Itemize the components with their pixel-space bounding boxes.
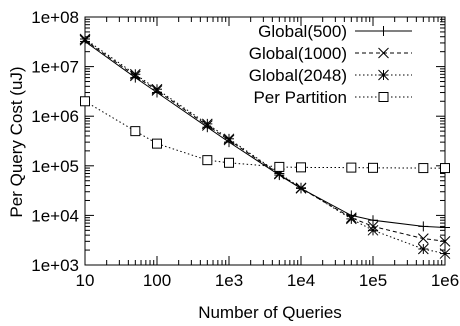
x-tick-label: 1e3 (215, 271, 243, 290)
legend-label: Global(2048) (249, 66, 347, 85)
data-point (274, 161, 285, 172)
data-point (223, 133, 235, 145)
x-tick-label: 100 (143, 271, 171, 290)
plot-frame (84, 16, 446, 266)
data-point (202, 155, 213, 166)
series-2 (79, 33, 451, 259)
legend-marker (378, 26, 389, 36)
data-point (440, 163, 450, 174)
legend-marker (378, 47, 389, 59)
data-point (439, 235, 451, 247)
data-point (224, 157, 234, 168)
y-tick-label: 1e+08 (31, 8, 79, 27)
data-point (345, 213, 357, 225)
data-point (201, 118, 213, 130)
legend-label: Global(500) (258, 22, 347, 41)
x-tick-label: 10 (76, 271, 95, 290)
data-point (418, 221, 429, 232)
data-point (440, 222, 450, 233)
data-point (418, 163, 429, 174)
data-point (367, 224, 379, 236)
data-point (79, 33, 91, 45)
data-point (152, 138, 162, 149)
data-point (346, 162, 357, 173)
series-line (84, 39, 446, 242)
data-point (417, 243, 429, 255)
y-tick-label: 1e+03 (31, 256, 79, 275)
legend-label: Per Partition (253, 88, 347, 107)
x-axis-label: Number of Queries (198, 303, 342, 322)
y-tick-label: 1e+05 (31, 157, 79, 176)
legend-marker (378, 92, 389, 102)
data-point (368, 215, 378, 226)
data-point (80, 96, 90, 107)
x-tick-label: 1e5 (359, 271, 387, 290)
data-point (151, 83, 163, 95)
y-tick-label: 1e+06 (31, 107, 79, 126)
data-point (295, 182, 307, 194)
data-point (417, 233, 429, 244)
data-point (368, 162, 378, 173)
legend-label: Global(1000) (249, 44, 347, 63)
legend-marker (378, 69, 389, 81)
y-tick-label: 1e+07 (31, 58, 79, 77)
x-tick-label: 1e6 (431, 271, 459, 290)
data-point (130, 126, 141, 137)
series-3 (80, 96, 450, 174)
y-axis-label: Per Query Cost (uJ) (7, 66, 26, 217)
data-point (296, 162, 306, 173)
x-tick-label: 1e4 (287, 271, 315, 290)
y-tick-label: 1e+04 (31, 206, 79, 225)
data-point (129, 68, 141, 80)
data-point (439, 248, 451, 259)
